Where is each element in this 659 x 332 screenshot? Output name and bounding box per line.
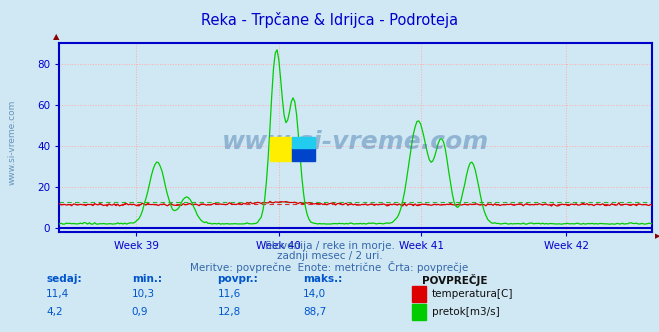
Text: min.:: min.: [132, 274, 162, 284]
Text: 10,3: 10,3 [132, 289, 155, 299]
Text: Meritve: povprečne  Enote: metrične  Črta: povprečje: Meritve: povprečne Enote: metrične Črta:… [190, 261, 469, 273]
Text: povpr.:: povpr.: [217, 274, 258, 284]
Text: ▲: ▲ [53, 32, 59, 41]
Text: 11,6: 11,6 [217, 289, 241, 299]
Text: 12,8: 12,8 [217, 307, 241, 317]
Text: 88,7: 88,7 [303, 307, 326, 317]
Text: temperatura[C]: temperatura[C] [432, 289, 513, 299]
Text: 11,4: 11,4 [46, 289, 69, 299]
Text: www.si-vreme.com: www.si-vreme.com [222, 129, 490, 154]
Text: www.si-vreme.com: www.si-vreme.com [7, 100, 16, 186]
Bar [293, 137, 315, 148]
Text: 4,2: 4,2 [46, 307, 63, 317]
Text: sedaj:: sedaj: [46, 274, 82, 284]
Text: 0,9: 0,9 [132, 307, 148, 317]
Text: Reka - Trpčane & Idrijca - Podroteja: Reka - Trpčane & Idrijca - Podroteja [201, 12, 458, 28]
Text: Slovenija / reke in morje.: Slovenija / reke in morje. [264, 241, 395, 251]
Bar [270, 137, 293, 161]
Bar [293, 148, 315, 161]
Text: maks.:: maks.: [303, 274, 343, 284]
Text: pretok[m3/s]: pretok[m3/s] [432, 307, 500, 317]
Text: ▶: ▶ [655, 233, 659, 239]
Text: 14,0: 14,0 [303, 289, 326, 299]
Text: POVPREČJE: POVPREČJE [422, 274, 487, 286]
Text: zadnji mesec / 2 uri.: zadnji mesec / 2 uri. [277, 251, 382, 261]
